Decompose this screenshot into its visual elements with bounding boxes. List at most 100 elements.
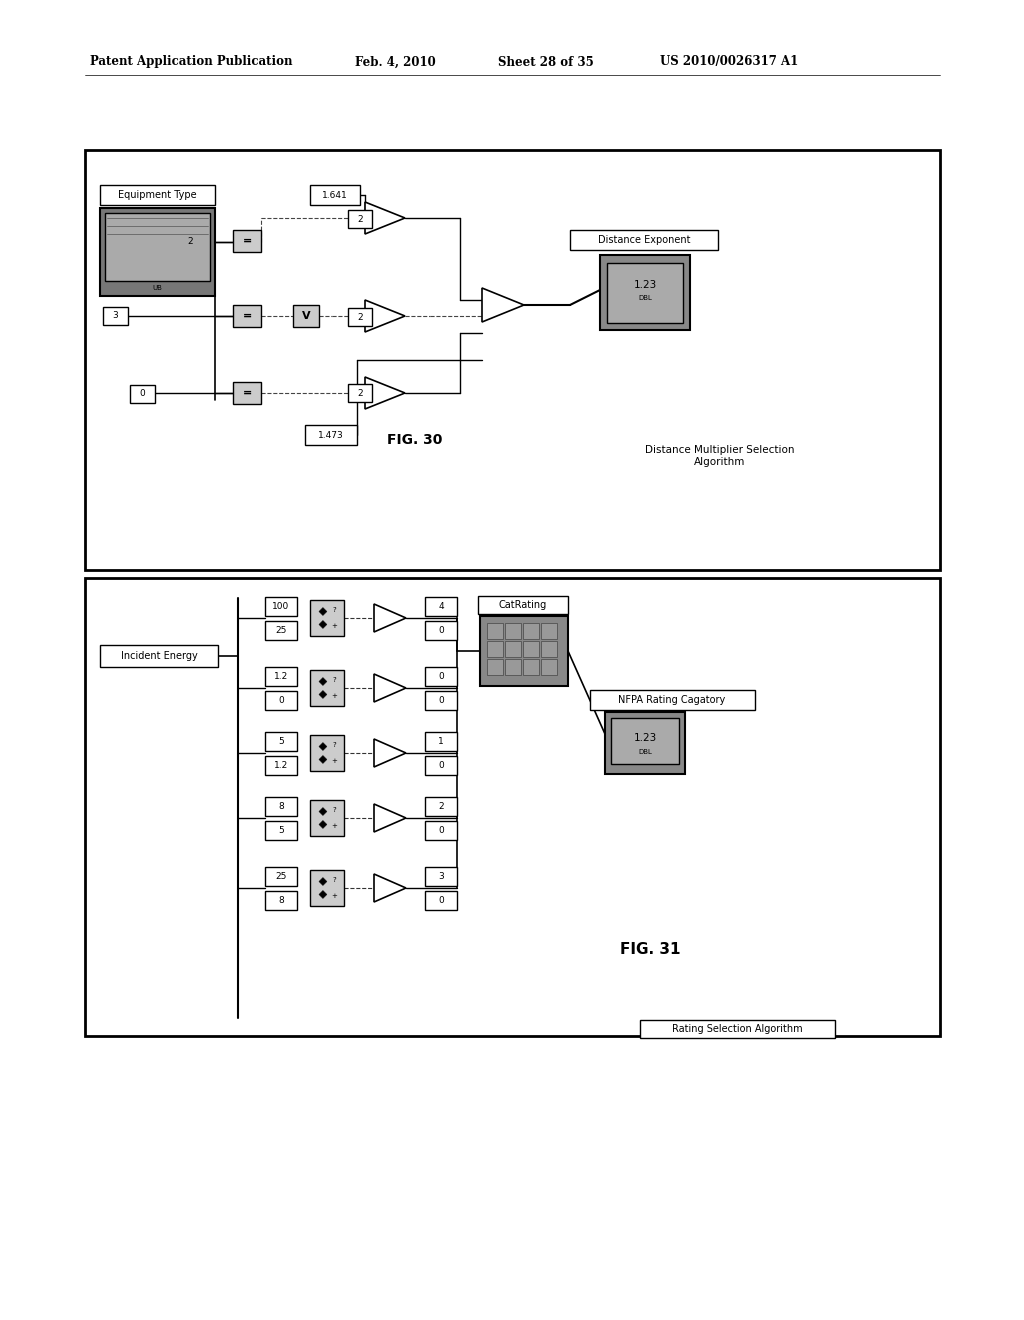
Polygon shape bbox=[318, 808, 327, 816]
Bar bbox=[425, 620, 457, 640]
Bar bbox=[478, 597, 568, 614]
Text: 0: 0 bbox=[438, 696, 443, 705]
Text: 25: 25 bbox=[275, 873, 287, 880]
Bar bbox=[310, 185, 360, 205]
Bar bbox=[487, 623, 503, 639]
Bar bbox=[611, 718, 679, 764]
Text: FIG. 30: FIG. 30 bbox=[387, 433, 442, 447]
Text: 5: 5 bbox=[279, 826, 284, 836]
Bar bbox=[100, 645, 218, 667]
Text: CatRating: CatRating bbox=[499, 601, 547, 610]
Text: =: = bbox=[243, 388, 252, 399]
Text: 2: 2 bbox=[357, 313, 362, 322]
Bar bbox=[505, 642, 521, 657]
Bar bbox=[310, 800, 344, 836]
Polygon shape bbox=[318, 755, 327, 763]
Text: Feb. 4, 2010: Feb. 4, 2010 bbox=[355, 55, 436, 69]
Polygon shape bbox=[318, 878, 327, 886]
Bar bbox=[425, 690, 457, 710]
Text: 2: 2 bbox=[357, 214, 362, 223]
Text: UB: UB bbox=[153, 285, 163, 290]
Text: DBL: DBL bbox=[638, 294, 652, 301]
Text: 1.23: 1.23 bbox=[634, 280, 656, 290]
Bar bbox=[600, 255, 690, 330]
Text: +: + bbox=[332, 892, 338, 899]
Bar bbox=[505, 659, 521, 675]
Bar bbox=[523, 642, 539, 657]
Bar bbox=[233, 381, 261, 404]
Text: +: + bbox=[332, 623, 338, 628]
Bar bbox=[233, 230, 261, 252]
Polygon shape bbox=[318, 620, 327, 628]
Text: 8: 8 bbox=[279, 803, 284, 810]
Polygon shape bbox=[365, 202, 406, 234]
Text: ?: ? bbox=[333, 677, 336, 682]
Text: 1.23: 1.23 bbox=[634, 733, 656, 743]
Bar bbox=[425, 733, 457, 751]
Bar bbox=[265, 620, 297, 640]
Bar bbox=[178, 234, 203, 251]
Bar bbox=[105, 213, 210, 281]
Bar bbox=[265, 867, 297, 886]
Bar bbox=[265, 821, 297, 840]
Polygon shape bbox=[374, 874, 406, 902]
Polygon shape bbox=[374, 605, 406, 632]
Bar bbox=[305, 425, 357, 445]
Text: 0: 0 bbox=[139, 389, 145, 399]
Text: NFPA Rating Cagatory: NFPA Rating Cagatory bbox=[618, 696, 726, 705]
Bar bbox=[348, 308, 372, 326]
Bar bbox=[233, 305, 261, 327]
Bar bbox=[487, 642, 503, 657]
Bar bbox=[265, 756, 297, 775]
Text: 1: 1 bbox=[438, 737, 443, 746]
Polygon shape bbox=[365, 300, 406, 333]
Text: +: + bbox=[332, 822, 338, 829]
Text: 3: 3 bbox=[438, 873, 443, 880]
Bar bbox=[348, 210, 372, 228]
Text: 0: 0 bbox=[438, 762, 443, 770]
Bar bbox=[310, 735, 344, 771]
Bar bbox=[425, 891, 457, 909]
Text: 2: 2 bbox=[438, 803, 443, 810]
Text: =: = bbox=[243, 236, 252, 246]
Bar bbox=[425, 597, 457, 616]
Text: ?: ? bbox=[333, 607, 336, 612]
Text: 1.2: 1.2 bbox=[273, 762, 288, 770]
Text: FIG. 31: FIG. 31 bbox=[620, 942, 680, 957]
Text: 1.641: 1.641 bbox=[323, 190, 348, 199]
Bar bbox=[570, 230, 718, 249]
Text: Distance Multiplier Selection
Algorithm: Distance Multiplier Selection Algorithm bbox=[645, 445, 795, 466]
Bar bbox=[541, 659, 557, 675]
Text: 5: 5 bbox=[279, 737, 284, 746]
Text: DBL: DBL bbox=[638, 748, 652, 755]
Bar bbox=[103, 308, 128, 325]
Text: 0: 0 bbox=[438, 626, 443, 635]
Bar bbox=[425, 667, 457, 686]
Bar bbox=[265, 797, 297, 816]
Bar bbox=[265, 597, 297, 616]
Bar bbox=[310, 671, 344, 706]
Bar bbox=[293, 305, 319, 327]
Text: Distance Exponent: Distance Exponent bbox=[598, 235, 690, 246]
Text: 1.2: 1.2 bbox=[273, 672, 288, 681]
Bar bbox=[265, 891, 297, 909]
Bar bbox=[265, 667, 297, 686]
Bar bbox=[640, 1020, 835, 1038]
Bar bbox=[265, 690, 297, 710]
Text: V: V bbox=[302, 312, 310, 321]
Text: 2: 2 bbox=[187, 238, 194, 247]
Bar bbox=[85, 578, 940, 1036]
Polygon shape bbox=[365, 378, 406, 409]
Bar bbox=[487, 659, 503, 675]
Text: 2: 2 bbox=[357, 388, 362, 397]
Bar bbox=[100, 185, 215, 205]
Text: 0: 0 bbox=[438, 826, 443, 836]
Bar bbox=[541, 642, 557, 657]
Text: US 2010/0026317 A1: US 2010/0026317 A1 bbox=[660, 55, 799, 69]
Bar bbox=[425, 797, 457, 816]
Bar bbox=[541, 623, 557, 639]
Text: ?: ? bbox=[333, 742, 336, 748]
Polygon shape bbox=[318, 743, 327, 751]
Text: Sheet 28 of 35: Sheet 28 of 35 bbox=[498, 55, 594, 69]
Bar bbox=[605, 711, 685, 774]
